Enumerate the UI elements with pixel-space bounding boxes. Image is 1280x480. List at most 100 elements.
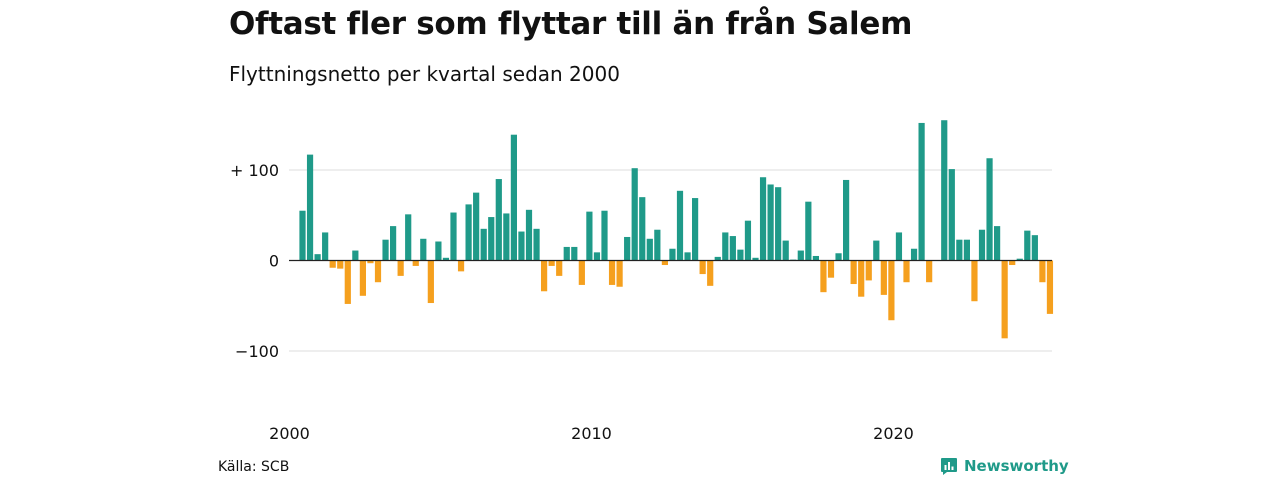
bar-2014Q4 <box>744 220 752 261</box>
bar-2024Q4 <box>1046 260 1054 314</box>
bar-2024Q3 <box>1039 260 1046 283</box>
bar-2005Q3 <box>465 204 472 261</box>
bar-2022Q4 <box>986 158 993 261</box>
bar-2013Q4 <box>714 256 721 261</box>
bar-2010Q2 <box>608 260 616 285</box>
bar-2009Q3 <box>586 211 593 261</box>
bar-2007Q4 <box>533 228 540 261</box>
y-axis-ticks: + 100 0 −100 <box>230 161 279 361</box>
bar-2006Q2 <box>488 217 495 261</box>
bar-2001Q2 <box>337 260 344 269</box>
bar-2002Q1 <box>359 260 366 296</box>
bar-2019Q3 <box>888 260 895 321</box>
bar-2002Q2 <box>367 260 374 264</box>
bar-2009Q1 <box>571 246 578 261</box>
bar-2004Q2 <box>427 260 434 304</box>
bar-2015Q4 <box>775 187 782 261</box>
bar-2010Q1 <box>601 210 608 261</box>
bar-2012Q3 <box>676 190 684 261</box>
bar-2009Q2 <box>578 260 585 285</box>
bar-2008Q2 <box>548 260 555 266</box>
gridlines <box>289 169 1052 352</box>
bar-2023Q2 <box>1001 260 1008 339</box>
bar-2004Q4 <box>442 257 450 261</box>
bar-2010Q3 <box>616 260 623 287</box>
bar-2019Q1 <box>873 240 880 261</box>
bar-2007Q1 <box>510 134 517 261</box>
y-tick-label: + 100 <box>230 161 279 180</box>
bar-2006Q4 <box>503 213 510 261</box>
bar-2014Q3 <box>737 249 744 261</box>
bar-2000Q4 <box>322 232 329 261</box>
bar-2011Q2 <box>639 197 646 261</box>
bar-2020Q2 <box>910 248 918 261</box>
bar-2014Q2 <box>729 236 736 261</box>
bar-2013Q1 <box>692 198 699 261</box>
bar-2008Q1 <box>541 260 548 292</box>
bar-2003Q4 <box>412 260 419 266</box>
bar-2012Q2 <box>669 248 676 261</box>
bar-2020Q1 <box>903 260 910 283</box>
bar-2011Q3 <box>646 238 653 261</box>
y-tick-label: −100 <box>235 342 279 361</box>
bar-2018Q1 <box>843 179 850 261</box>
bar-2002Q4 <box>382 239 389 261</box>
bar-2015Q3 <box>767 184 774 261</box>
chart-subtitle: Flyttningsnetto per kvartal sedan 2000 <box>229 62 620 86</box>
bar-2021Q3 <box>948 169 955 261</box>
bar-2017Q3 <box>827 260 835 278</box>
bar-2000Q1 <box>299 210 306 261</box>
bar-2022Q1 <box>963 239 970 261</box>
bar-2003Q3 <box>405 214 412 261</box>
logo-text: Newsworthy <box>964 457 1069 475</box>
bar-2014Q1 <box>722 232 729 261</box>
x-axis-ticks: 2000 2010 2020 <box>269 424 914 443</box>
x-tick-label: 2000 <box>269 424 310 443</box>
bar-2013Q2 <box>699 260 706 275</box>
bar-2016Q4 <box>805 201 812 261</box>
bar-2007Q3 <box>525 209 533 261</box>
bar-2023Q1 <box>994 226 1001 261</box>
bar-2023Q4 <box>1016 258 1023 261</box>
bar-2015Q1 <box>752 257 759 261</box>
bar-2024Q1 <box>1024 230 1031 261</box>
x-tick-label: 2010 <box>571 424 612 443</box>
bar-2011Q1 <box>631 168 638 261</box>
bar-2008Q4 <box>563 246 570 261</box>
bar-2019Q2 <box>880 260 887 295</box>
newsworthy-logo[interactable]: Newsworthy <box>940 457 1069 475</box>
bar-2013Q3 <box>707 260 714 286</box>
bar-2010Q4 <box>624 236 631 261</box>
bar-2003Q2 <box>397 260 404 276</box>
bar-2001Q4 <box>352 250 359 261</box>
newsworthy-logo-icon <box>941 458 957 475</box>
source-note: Källa: SCB <box>218 459 290 475</box>
bar-2001Q1 <box>329 260 336 268</box>
bar-2006Q3 <box>495 179 502 261</box>
bar-2018Q4 <box>865 260 872 281</box>
bar-2008Q3 <box>556 260 563 276</box>
bar-2005Q4 <box>473 192 480 261</box>
bar-2022Q2 <box>971 260 978 302</box>
bar-2009Q4 <box>593 252 601 261</box>
x-tick-label: 2020 <box>873 424 914 443</box>
bar-2005Q2 <box>457 260 465 272</box>
bar-2023Q3 <box>1009 260 1016 266</box>
bar-2018Q3 <box>858 260 865 297</box>
bar-2024Q2 <box>1031 235 1038 261</box>
bar-2015Q2 <box>759 177 767 261</box>
bar-2017Q1 <box>812 255 819 261</box>
bar-2003Q1 <box>390 226 397 261</box>
bar-2019Q4 <box>895 232 903 261</box>
bar-2017Q2 <box>820 260 827 293</box>
bar-2004Q1 <box>420 238 427 261</box>
y-tick-label: 0 <box>269 252 279 271</box>
bar-2006Q1 <box>480 228 487 261</box>
bar-2000Q2 <box>306 154 314 261</box>
bar-2004Q3 <box>435 241 442 261</box>
bar-2018Q2 <box>850 260 857 285</box>
bars <box>299 120 1054 339</box>
bar-2011Q4 <box>654 229 661 261</box>
bar-2020Q3 <box>918 122 925 261</box>
